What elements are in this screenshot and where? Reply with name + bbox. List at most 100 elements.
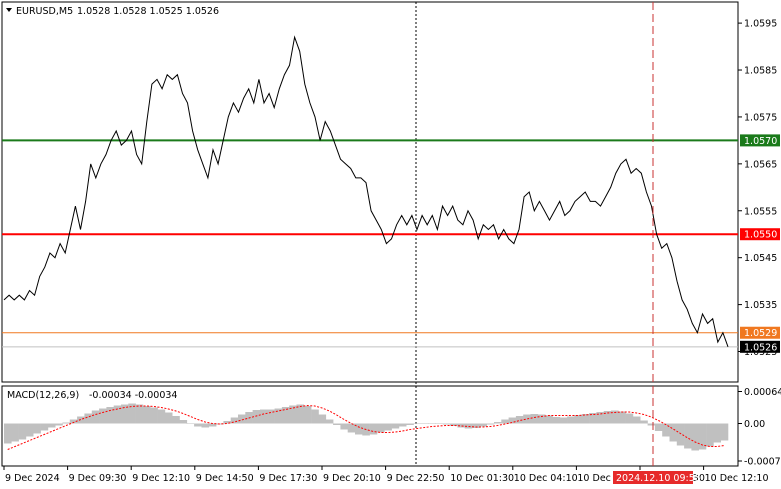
macd-bar	[281, 407, 290, 424]
price-level-tag-label: 1.0570	[744, 136, 777, 147]
macd-bar	[369, 423, 378, 435]
macd-bar	[523, 414, 531, 424]
macd-bar	[84, 413, 92, 424]
macd-bar	[157, 409, 166, 424]
macd-bar	[384, 423, 392, 431]
macd-bar	[420, 423, 429, 424]
macd-bar	[611, 410, 619, 424]
macd-bar	[486, 423, 495, 425]
macd-bar	[515, 416, 524, 424]
macd-bar	[47, 423, 56, 428]
macd-bar	[296, 404, 305, 424]
macd-bar	[164, 412, 173, 424]
macd-bar	[684, 423, 692, 449]
macd-bar	[55, 423, 63, 426]
time-cursor-tag	[613, 471, 693, 484]
macd-bar	[537, 414, 546, 424]
price-tick-label: 1.0555	[744, 206, 777, 217]
macd-bar	[494, 422, 502, 424]
macd-bar	[603, 411, 612, 424]
price-tick-label: 1.0575	[744, 112, 777, 123]
macd-bar	[398, 423, 407, 427]
macd-bar	[4, 423, 12, 444]
macd-bar	[706, 423, 714, 447]
macd-bar	[106, 407, 114, 424]
macd-bar	[216, 423, 224, 425]
macd-bar	[479, 423, 487, 427]
macd-bar	[179, 420, 188, 424]
macd-panel-frame	[1, 385, 739, 467]
macd-signal-line	[7, 404, 725, 450]
macd-bar	[142, 406, 151, 424]
symbol-label[interactable]: EURUSD,M5	[16, 6, 73, 17]
macd-bar	[720, 423, 729, 441]
macd-bar	[501, 419, 509, 424]
macd-bar	[581, 414, 590, 424]
price-panel-frame	[1, 1, 739, 383]
macd-bar	[11, 423, 19, 442]
macd-bar	[62, 422, 71, 424]
time-tick-label: 10 Dec 01:30	[450, 473, 514, 484]
macd-bar	[567, 416, 575, 424]
macd-bar	[662, 423, 670, 437]
price-tick-label: 1.0535	[744, 300, 777, 311]
price-level-tag	[740, 326, 780, 339]
price-level-tag-label: 1.0529	[744, 328, 777, 339]
macd-bar	[698, 423, 707, 450]
macd-bar	[640, 420, 648, 424]
macd-bar	[325, 419, 334, 424]
price-tick-label: 1.0585	[744, 66, 777, 77]
macd-bar	[545, 415, 553, 424]
price-level-tag	[740, 228, 780, 241]
macd-bar	[303, 406, 312, 424]
macd-bar	[172, 416, 180, 424]
time-tick-label: 9 Dec 17:30	[259, 473, 317, 484]
macd-bar	[647, 423, 656, 426]
price-series	[3, 35, 729, 347]
time-tick-label: 9 Dec 20:10	[323, 473, 381, 484]
time-tick-label: 9 Dec 12:10	[132, 473, 190, 484]
macd-bar	[413, 423, 422, 424]
macd-bar	[625, 413, 634, 424]
time-tick-label: 9 Dec 2024	[5, 473, 60, 484]
macd-bar	[530, 414, 539, 424]
macd-bar	[691, 423, 699, 451]
macd-bar	[252, 410, 261, 424]
time-tick-label: 10 Dec 12:10	[705, 473, 769, 484]
macd-bar	[135, 404, 144, 424]
macd-bar	[208, 423, 217, 427]
symbol-dropdown-icon[interactable]	[6, 8, 12, 12]
macd-bar	[632, 416, 641, 424]
time-tick-label: 10 Dec 06:50	[577, 473, 641, 484]
macd-bar	[201, 423, 210, 428]
macd-bar	[355, 423, 363, 435]
macd-bar	[260, 409, 268, 424]
macd-label: MACD(12,26,9)	[7, 390, 79, 401]
macd-bar	[428, 423, 436, 424]
macd-bar	[669, 423, 678, 442]
macd-bar	[347, 423, 356, 433]
macd-bar	[472, 423, 480, 428]
macd-bar	[113, 405, 122, 424]
macd-bar	[589, 413, 597, 424]
macd-bar	[69, 419, 78, 424]
macd-tick-label: -0.00075	[744, 457, 781, 468]
macd-bar	[377, 423, 385, 433]
macd-bar	[121, 404, 129, 424]
macd-bar	[318, 414, 327, 424]
macd-bar	[676, 423, 685, 446]
macd-bar	[267, 409, 275, 424]
macd-bar	[713, 423, 721, 443]
macd-bar	[618, 411, 626, 424]
macd-tick-label: 0.00	[744, 419, 765, 430]
current-price-tag	[740, 340, 780, 353]
time-cursor: 2024.12.10 09:55	[613, 2, 701, 484]
macd-bar	[91, 410, 100, 424]
time-cursor-label: 2024.12.10 09:55	[616, 473, 701, 484]
macd-bar	[33, 423, 41, 434]
price-level-tags: 1.0570 1.0550 1.0529 1.0526	[740, 134, 780, 353]
macd-histogram	[4, 403, 729, 451]
macd-bar	[128, 403, 136, 424]
macd-bar	[230, 417, 239, 424]
